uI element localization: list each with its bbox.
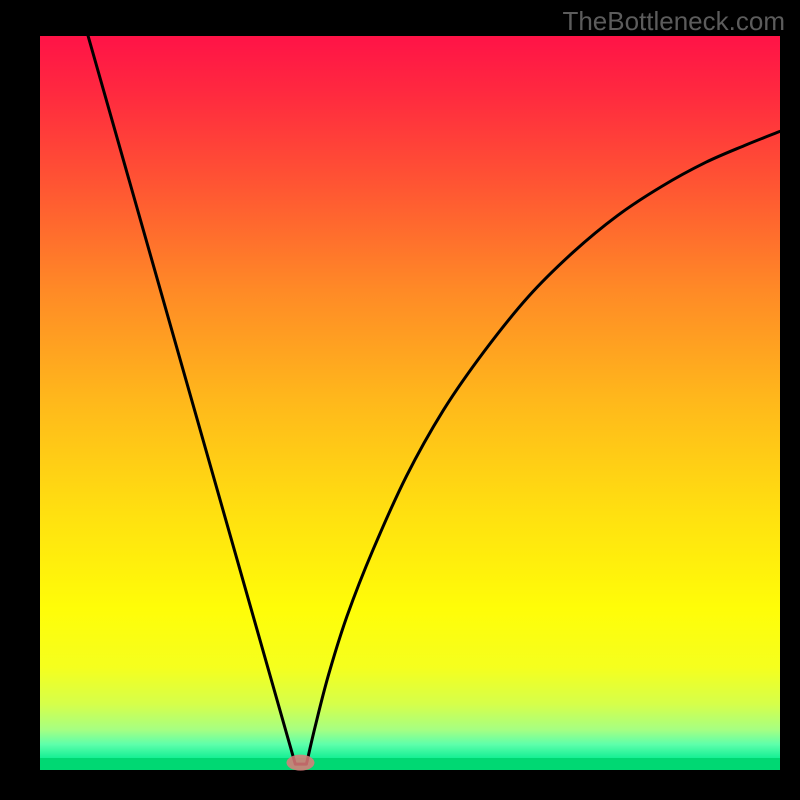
chart-stage: TheBottleneck.com: [0, 0, 800, 800]
chart-gradient-area: [40, 36, 780, 770]
chart-bottom-band: [40, 758, 780, 770]
watermark-text: TheBottleneck.com: [562, 6, 785, 37]
